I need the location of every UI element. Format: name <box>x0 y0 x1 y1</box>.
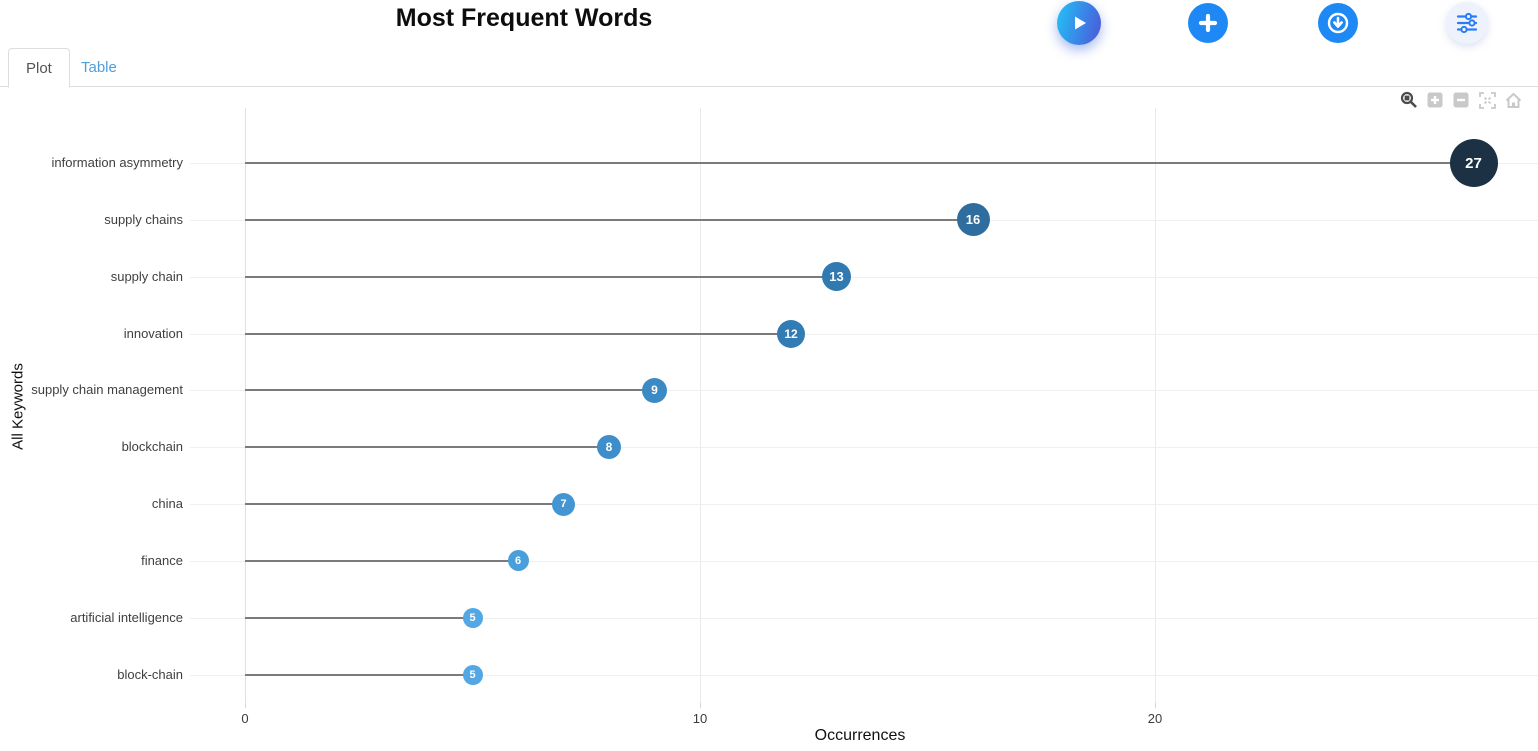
data-point-marker[interactable]: 7 <box>552 492 575 516</box>
lollipop-stem <box>245 616 473 619</box>
run-button[interactable] <box>1057 1 1101 45</box>
data-point-marker[interactable]: 5 <box>462 664 483 685</box>
lollipop-stem <box>245 275 837 278</box>
lollipop-stem <box>245 389 655 392</box>
category-label: information asymmetry <box>51 155 183 170</box>
tab-table[interactable]: Table <box>64 48 134 87</box>
add-button[interactable] <box>1188 3 1228 43</box>
category-label: supply chains <box>104 211 183 227</box>
play-icon <box>1075 16 1086 30</box>
category-label: china <box>151 496 183 512</box>
category-label: innovation <box>123 325 183 341</box>
zoom-icon[interactable] <box>1398 90 1420 110</box>
lollipop-stem <box>245 162 1474 164</box>
lollipop-stem <box>245 218 973 221</box>
x-tick-mark <box>1155 703 1156 708</box>
page-title: Most Frequent Words <box>395 4 653 32</box>
x-tick-mark <box>245 703 246 708</box>
lollipop-stem <box>245 503 564 506</box>
tab-plot-label: Plot <box>26 59 52 77</box>
category-label: blockchain <box>121 439 183 455</box>
autoscale-icon[interactable] <box>1476 90 1498 110</box>
reset-home-icon[interactable] <box>1502 90 1524 110</box>
plot-modebar <box>1398 90 1524 110</box>
row-gridline <box>190 674 1538 676</box>
row-gridline <box>190 504 1538 506</box>
x-gridline <box>700 108 701 703</box>
x-tick-label: 10 <box>692 711 708 726</box>
row-gridline <box>190 276 1538 278</box>
category-label: artificial intelligence <box>70 609 183 625</box>
row-gridline <box>190 560 1538 562</box>
data-point-marker[interactable]: 5 <box>462 607 483 628</box>
data-point-marker[interactable]: 27 <box>1449 139 1498 187</box>
zoom-in-icon[interactable] <box>1424 90 1446 110</box>
category-label: block-chain <box>117 666 183 682</box>
row-gridline <box>190 617 1538 619</box>
lollipop-stem <box>245 332 791 335</box>
category-label: supply chain management <box>31 382 183 398</box>
settings-button[interactable] <box>1446 2 1488 44</box>
row-gridline <box>190 333 1538 335</box>
category-label: supply chain <box>110 268 183 284</box>
category-label: finance <box>141 552 183 568</box>
x-tick-label: 0 <box>241 711 249 726</box>
row-gridline <box>190 447 1538 449</box>
row-gridline <box>190 390 1538 392</box>
lollipop-chart: All Keywords Occurrences 0 10 20 27 informat… <box>0 87 1538 751</box>
data-point-marker[interactable]: 16 <box>956 203 990 237</box>
x-tick-mark <box>700 703 701 708</box>
data-point-marker[interactable]: 8 <box>597 435 621 460</box>
x-axis-title: Occurrences <box>814 727 906 744</box>
plus-icon <box>1198 13 1218 33</box>
lollipop-stem <box>245 673 473 676</box>
data-point-marker[interactable]: 6 <box>507 550 529 572</box>
sliders-icon <box>1456 12 1478 34</box>
x-zero-line <box>245 108 246 703</box>
lollipop-stem <box>245 559 518 562</box>
tab-table-label: Table <box>81 59 117 76</box>
zoom-out-icon[interactable] <box>1450 90 1472 110</box>
data-point-marker[interactable]: 12 <box>777 319 805 348</box>
tab-bar: Plot Table <box>0 48 1538 88</box>
data-point-marker[interactable]: 9 <box>642 377 667 403</box>
tab-plot[interactable]: Plot <box>8 48 70 88</box>
data-point-marker[interactable]: 13 <box>822 262 851 292</box>
x-tick-label: 20 <box>1147 711 1163 726</box>
download-button[interactable] <box>1318 3 1358 43</box>
lollipop-stem <box>245 446 609 449</box>
download-icon <box>1327 12 1349 34</box>
x-gridline <box>1155 108 1156 703</box>
